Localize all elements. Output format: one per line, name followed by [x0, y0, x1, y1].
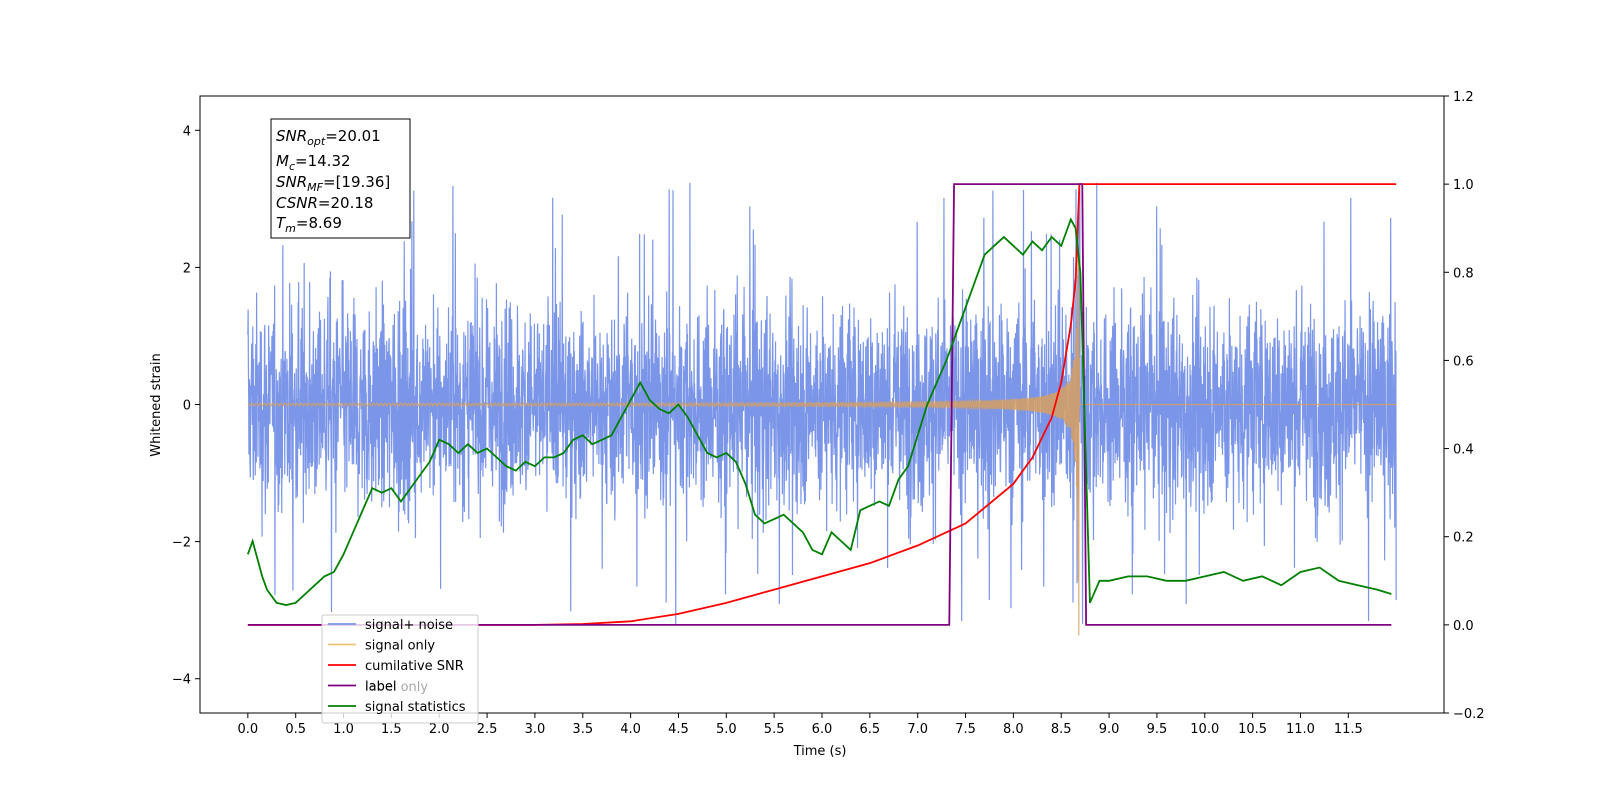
series-signal-statistics: [247, 217, 1392, 606]
x-tick-label: 3.5: [572, 722, 593, 737]
x-tick-label: 5.0: [716, 722, 737, 737]
x-tick-label: 11.5: [1334, 722, 1363, 737]
annotation-snr-opt: SNRopt=20.01: [276, 127, 381, 148]
y-tick-label: −2: [172, 536, 191, 551]
series-signal-only: [247, 232, 1397, 636]
x-tick-label: 4.0: [620, 722, 641, 737]
legend-hidden-text: label only: [365, 680, 428, 695]
annotation-mc: Mc=14.32: [276, 152, 351, 173]
x-tick-label: 4.5: [668, 722, 689, 737]
x-tick-label: 0.5: [285, 722, 306, 737]
y-axis-label: Whitened strain: [149, 353, 164, 456]
x-tick-label: 8.0: [1003, 722, 1024, 737]
x-tick-label: 7.5: [955, 722, 976, 737]
x-tick-label: 0.0: [238, 722, 259, 737]
legend: signal+ noise signal only cumilative SNR la…: [321, 614, 479, 724]
series-cumulative-snr: [247, 183, 1397, 626]
annotation-tm: Tm=8.69: [276, 214, 342, 235]
x-tick-label: 10.0: [1190, 722, 1219, 737]
y2-tick-label: 0.2: [1453, 531, 1474, 546]
legend-label: signal only: [365, 639, 435, 654]
x-tick-label: 6.5: [860, 722, 881, 737]
annotation-snr-mf: SNRMF=[19.36]: [276, 173, 390, 194]
legend-label: signal+ noise: [365, 618, 453, 633]
y2-tick-label: 0.0: [1453, 619, 1474, 634]
y-tick-label: −4: [172, 673, 191, 688]
y-tick-label: 0: [183, 399, 191, 414]
y-tick-label: 4: [183, 124, 191, 139]
x-tick-label: 7.0: [907, 722, 928, 737]
legend-items: signal+ noise signal only cumilative SNR la…: [328, 618, 466, 715]
x-tick-label: 2.5: [477, 722, 498, 737]
y2-tick-label: 0.4: [1453, 443, 1474, 458]
x-tick-label: 1.5: [381, 722, 402, 737]
x-axis-label: Time (s): [793, 744, 847, 759]
x-tick-label: 9.0: [1099, 722, 1120, 737]
x-tick-label: 11.0: [1286, 722, 1315, 737]
annotation-box: SNRopt=20.01 Mc=14.32 SNRMF=[19.36] CSNR…: [270, 118, 411, 239]
series-signal-noise: [247, 182, 1397, 624]
legend-label: label: [365, 680, 396, 695]
x-tick-label: 2.0: [429, 722, 450, 737]
series-label: [247, 183, 1392, 626]
annotation-csnr: CSNR=20.18: [276, 194, 373, 212]
y2-tick-label: 1.0: [1453, 178, 1474, 193]
legend-label: signal statistics: [365, 700, 466, 715]
series-layer: [247, 182, 1397, 636]
y-axis-ticks: 4 2 0 −2 −4: [172, 124, 200, 688]
y2-tick-label: −0.2: [1453, 707, 1485, 722]
x-tick-label: 1.0: [333, 722, 354, 737]
legend-label: cumilative SNR: [365, 659, 464, 674]
y2-tick-label: 0.8: [1453, 266, 1474, 281]
x-tick-label: 10.5: [1238, 722, 1267, 737]
y2-tick-label: 1.2: [1453, 90, 1474, 105]
y-tick-label: 2: [183, 261, 191, 276]
x-tick-label: 8.5: [1051, 722, 1072, 737]
x-tick-label: 6.0: [812, 722, 833, 737]
y2-axis-ticks: 1.2 1.0 0.8 0.6 0.4 0.2 0.0 −0.2: [1444, 90, 1485, 722]
y2-tick-label: 0.6: [1453, 354, 1474, 369]
x-tick-label: 5.5: [764, 722, 785, 737]
x-tick-label: 9.5: [1147, 722, 1168, 737]
x-axis-ticks: 0.0 0.5 1.0 1.5 2.0 2.5 3.0 3.5 4.0 4.5 5.0 5.5 6.0 6…: [238, 713, 1363, 737]
x-tick-label: 3.0: [525, 722, 546, 737]
